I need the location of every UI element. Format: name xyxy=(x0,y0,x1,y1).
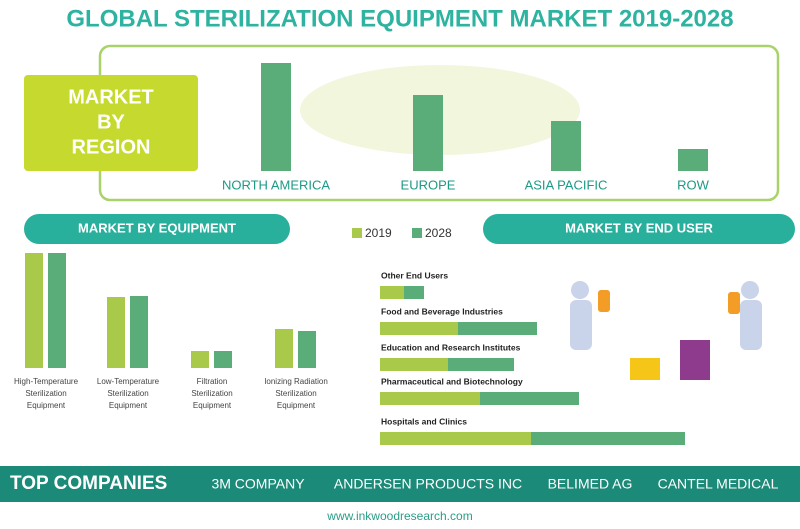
region-box xyxy=(24,75,198,171)
equipment-label: Sterilization xyxy=(275,389,316,398)
region-bar xyxy=(261,63,291,171)
equipment-label: Sterilization xyxy=(25,389,66,398)
equipment-bar xyxy=(275,329,293,368)
end-user-bar xyxy=(404,286,424,299)
company: 3M COMPANY xyxy=(211,476,305,492)
region-label: ROW xyxy=(677,177,710,192)
illustration xyxy=(570,281,762,380)
region-label: BY xyxy=(97,111,125,133)
figure-body xyxy=(740,300,762,350)
equipment-bar xyxy=(191,351,209,368)
equipment-bar xyxy=(25,253,43,368)
tank xyxy=(598,290,610,312)
legend-swatch xyxy=(412,228,422,238)
figure-head xyxy=(571,281,589,299)
region-bar xyxy=(678,149,708,171)
tank xyxy=(728,292,740,314)
end-user-bar xyxy=(448,358,514,371)
company: CANTEL MEDICAL xyxy=(658,476,779,492)
equipment-label: Sterilization xyxy=(191,389,232,398)
region-label: MARKET xyxy=(68,86,154,108)
equipment-bar xyxy=(130,296,148,368)
equipment-header-bg xyxy=(24,214,290,244)
equipment-header: MARKET BY EQUIPMENT xyxy=(78,220,236,235)
legend-swatch xyxy=(352,228,362,238)
end-user-bar xyxy=(380,432,531,445)
equipment-label: Low-Temperature xyxy=(97,377,160,386)
end-user-label: Other End Users xyxy=(381,270,448,280)
end-user-bar xyxy=(380,286,404,299)
equipment-label: High-Temperature xyxy=(14,377,79,386)
end-user-label: Education and Research Institutes xyxy=(381,342,521,352)
end-user-bar xyxy=(380,358,448,371)
region-label: ASIA PACIFIC xyxy=(525,177,608,192)
cart xyxy=(680,340,710,380)
end-user-label: Hospitals and Clinics xyxy=(381,416,467,426)
figure-body xyxy=(570,300,592,350)
equipment-bar xyxy=(48,253,66,368)
companies-bar xyxy=(0,466,800,502)
equipment-label: Ionizing Radiation xyxy=(264,377,328,386)
equipment-bar xyxy=(107,297,125,368)
end-user-bar xyxy=(531,432,685,445)
end-user-bar xyxy=(480,392,579,405)
region-bar xyxy=(413,95,443,171)
end-user-bar xyxy=(458,322,537,335)
region-label: EUROPE xyxy=(401,177,456,192)
equipment-label: Sterilization xyxy=(107,389,148,398)
equipment-label: Equipment xyxy=(277,401,316,410)
region-bar xyxy=(551,121,581,171)
title: GLOBAL STERILIZATION EQUIPMENT MARKET 20… xyxy=(66,5,733,32)
end-user-bar xyxy=(380,392,480,405)
website: www.inkwoodresearch.com xyxy=(326,509,472,523)
equipment-bar xyxy=(214,351,232,368)
end-user-header: MARKET BY END USER xyxy=(565,220,713,235)
legend-label: 2019 xyxy=(365,226,392,240)
equipment-label: Equipment xyxy=(109,401,148,410)
bucket xyxy=(630,358,660,380)
figure-head xyxy=(741,281,759,299)
region-label: NORTH AMERICA xyxy=(222,177,330,192)
end-user-label: Pharmaceutical and Biotechnology xyxy=(381,376,523,386)
end-user-bar xyxy=(380,322,458,335)
company: ANDERSEN PRODUCTS INC xyxy=(334,476,522,492)
end-user-header-bg xyxy=(483,214,795,244)
equipment-bar xyxy=(298,331,316,368)
region-label: REGION xyxy=(72,136,151,158)
equipment-label: Equipment xyxy=(27,401,66,410)
equipment-label: Filtration xyxy=(197,377,228,386)
companies-label: TOP COMPANIES xyxy=(10,473,167,494)
equipment-label: Equipment xyxy=(193,401,232,410)
company: BELIMED AG xyxy=(548,476,633,492)
legend-label: 2028 xyxy=(425,226,452,240)
end-user-label: Food and Beverage Industries xyxy=(381,306,503,316)
